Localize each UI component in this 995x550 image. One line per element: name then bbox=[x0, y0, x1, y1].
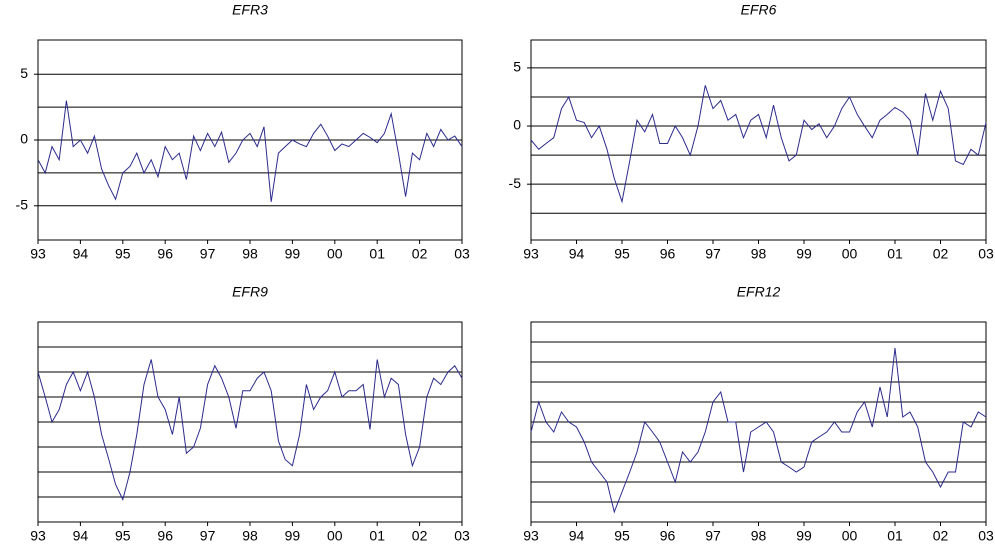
x-tick-label: 00 bbox=[842, 246, 858, 262]
x-tick-label: 94 bbox=[73, 528, 89, 544]
x-tick-label: 96 bbox=[660, 528, 676, 544]
x-tick-label: 93 bbox=[30, 246, 46, 262]
chart-title: EFR3 bbox=[232, 2, 268, 18]
x-tick-label: 94 bbox=[569, 246, 585, 262]
x-tick-label: 01 bbox=[369, 246, 385, 262]
plot-frame bbox=[37, 321, 463, 523]
x-tick-label: 93 bbox=[523, 246, 539, 262]
x-tick-label: 97 bbox=[705, 528, 721, 544]
x-tick-label: 00 bbox=[327, 528, 343, 544]
chart-title: EFR9 bbox=[232, 284, 268, 300]
x-tick-label: 95 bbox=[614, 246, 630, 262]
x-tick-label: 96 bbox=[157, 246, 173, 262]
x-tick-label: 99 bbox=[796, 246, 812, 262]
x-tick-label: 03 bbox=[978, 528, 994, 544]
x-tick-label: 98 bbox=[751, 528, 767, 544]
x-tick-label: 98 bbox=[242, 528, 258, 544]
x-tick-label: 96 bbox=[660, 246, 676, 262]
plot-frame bbox=[530, 321, 987, 523]
plot-frame bbox=[530, 39, 987, 241]
panel: EFR3 -5 0 5 93 94 95 96 97 98 99 00 01 02 03 bbox=[16, 2, 470, 262]
x-tick-label: 95 bbox=[115, 528, 131, 544]
y-tick-label: 5 bbox=[20, 65, 28, 81]
data-line bbox=[530, 85, 987, 204]
x-tick-label: 97 bbox=[200, 246, 216, 262]
y-tick-label: -5 bbox=[16, 196, 29, 212]
chart-title: EFR12 bbox=[737, 284, 781, 300]
x-tick-label: 01 bbox=[887, 528, 903, 544]
y-tick-label: 0 bbox=[513, 117, 521, 133]
x-tick-label: 97 bbox=[705, 246, 721, 262]
x-tick-label: 95 bbox=[614, 528, 630, 544]
panel: EFR12 93 94 95 96 97 98 99 00 01 02 03 bbox=[523, 284, 994, 544]
data-line bbox=[37, 100, 463, 202]
data-line bbox=[530, 347, 987, 514]
panel: EFR6 -5 0 5 93 94 95 96 97 98 99 00 01 02 03 bbox=[509, 2, 994, 262]
x-tick-label: 99 bbox=[796, 528, 812, 544]
x-tick-label: 95 bbox=[115, 246, 131, 262]
x-tick-label: 03 bbox=[454, 528, 470, 544]
x-tick-label: 99 bbox=[285, 246, 301, 262]
panel: EFR9 93 94 95 96 97 98 99 00 01 02 03 bbox=[30, 284, 470, 544]
x-tick-label: 01 bbox=[369, 528, 385, 544]
x-tick-label: 02 bbox=[933, 528, 949, 544]
x-tick-label: 98 bbox=[751, 246, 767, 262]
x-tick-label: 02 bbox=[412, 528, 428, 544]
x-tick-label: 97 bbox=[200, 528, 216, 544]
chart-title: EFR6 bbox=[741, 2, 777, 18]
data-line bbox=[37, 359, 463, 501]
x-tick-label: 96 bbox=[157, 528, 173, 544]
x-tick-label: 01 bbox=[887, 246, 903, 262]
x-tick-label: 00 bbox=[842, 528, 858, 544]
x-tick-label: 98 bbox=[242, 246, 258, 262]
plot-frame bbox=[37, 39, 463, 241]
x-tick-label: 02 bbox=[933, 246, 949, 262]
y-tick-label: -5 bbox=[509, 175, 522, 191]
y-tick-label: 5 bbox=[513, 59, 521, 75]
x-tick-label: 94 bbox=[73, 246, 89, 262]
x-tick-label: 03 bbox=[454, 246, 470, 262]
y-tick-label: 0 bbox=[20, 131, 28, 147]
x-tick-label: 02 bbox=[412, 246, 428, 262]
x-tick-label: 03 bbox=[978, 246, 994, 262]
x-tick-label: 99 bbox=[285, 528, 301, 544]
x-tick-label: 93 bbox=[30, 528, 46, 544]
x-tick-label: 94 bbox=[569, 528, 585, 544]
x-tick-label: 00 bbox=[327, 246, 343, 262]
x-tick-label: 93 bbox=[523, 528, 539, 544]
